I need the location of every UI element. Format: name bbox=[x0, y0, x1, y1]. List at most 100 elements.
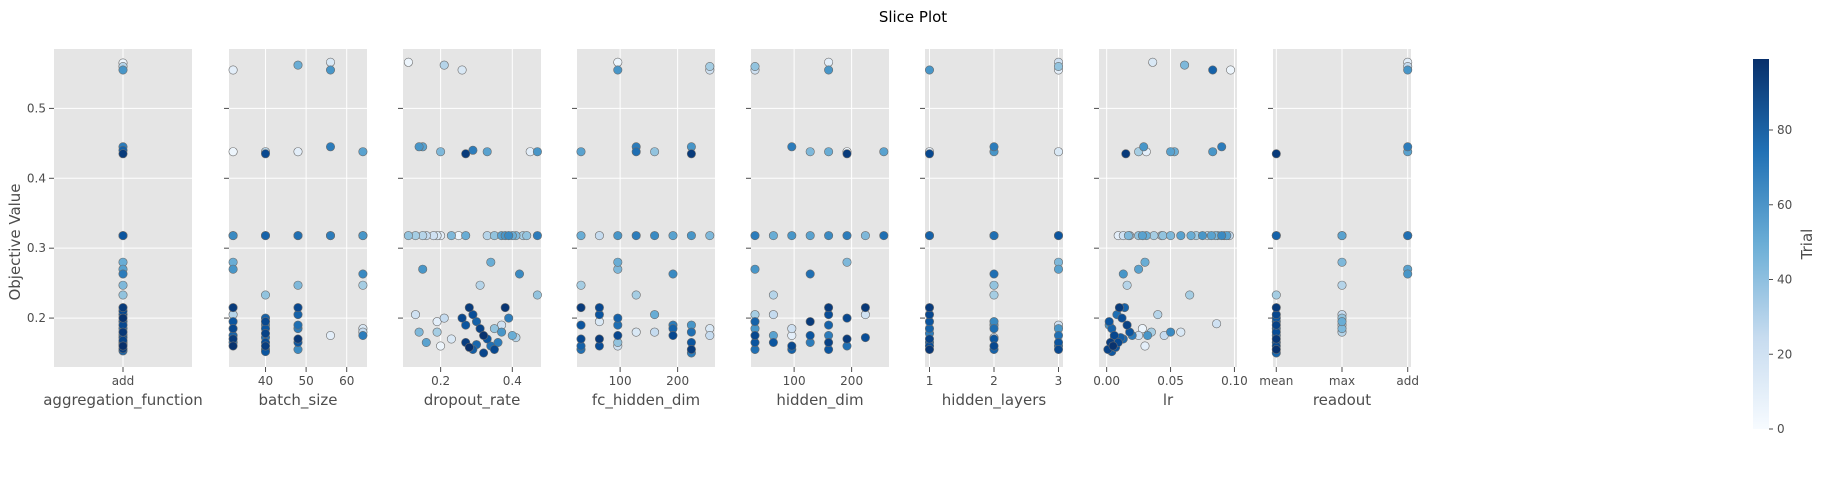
x-tick-label: 1 bbox=[926, 374, 934, 388]
data-point bbox=[228, 324, 238, 334]
data-point bbox=[118, 65, 128, 75]
data-point bbox=[260, 341, 270, 351]
data-point bbox=[705, 61, 715, 71]
data-point bbox=[1180, 60, 1190, 70]
data-point bbox=[1122, 320, 1132, 330]
x-tick-label: 0.10 bbox=[1221, 374, 1248, 388]
data-point bbox=[118, 341, 128, 351]
data-point bbox=[1206, 231, 1216, 241]
data-point bbox=[325, 142, 335, 152]
data-point bbox=[1054, 147, 1064, 157]
data-point bbox=[1137, 231, 1147, 241]
data-point bbox=[482, 147, 492, 157]
data-point bbox=[805, 269, 815, 279]
x-axis-label: fc_hidden_dim bbox=[592, 391, 700, 410]
colorbar-tick-label: 0 bbox=[1777, 422, 1785, 436]
data-point bbox=[1166, 147, 1176, 157]
data-point bbox=[842, 149, 852, 159]
x-tick-label: 200 bbox=[666, 374, 689, 388]
data-point bbox=[1217, 231, 1227, 241]
data-point bbox=[1054, 61, 1064, 71]
subplot-hidden-layers: 1 2 3 hidden_layers bbox=[920, 49, 1064, 410]
data-point bbox=[479, 330, 489, 340]
data-point bbox=[446, 231, 456, 241]
data-point bbox=[576, 320, 586, 330]
x-tick-label: 200 bbox=[840, 374, 863, 388]
data-point bbox=[118, 327, 128, 337]
colorbar-tick-label: 60 bbox=[1777, 198, 1792, 212]
x-tick-label: 50 bbox=[298, 374, 313, 388]
data-point bbox=[1149, 231, 1159, 241]
data-point bbox=[325, 65, 335, 75]
data-point bbox=[1271, 344, 1281, 354]
data-point bbox=[989, 324, 999, 334]
data-point bbox=[924, 65, 934, 75]
data-point bbox=[924, 334, 934, 344]
data-point bbox=[118, 149, 128, 159]
subplot-lr: 0.00 0.05 0.10 lr bbox=[1093, 49, 1248, 409]
data-point bbox=[1271, 290, 1281, 300]
data-point bbox=[1166, 231, 1176, 241]
data-point bbox=[768, 231, 778, 241]
data-point bbox=[805, 147, 815, 157]
data-point bbox=[325, 231, 335, 241]
data-point bbox=[860, 303, 870, 313]
data-point bbox=[475, 280, 485, 290]
data-point bbox=[1176, 231, 1186, 241]
data-point bbox=[1403, 231, 1413, 241]
data-point bbox=[613, 57, 623, 67]
subplot-readout: mean max add readout bbox=[1259, 49, 1419, 409]
data-point bbox=[805, 231, 815, 241]
subplot-fc-hidden-dim: 100 200 fc_hidden_dim bbox=[572, 49, 715, 410]
data-point bbox=[860, 231, 870, 241]
data-point bbox=[750, 231, 760, 241]
y-tick-labels: 0.2 0.3 0.4 0.5 bbox=[27, 101, 54, 325]
x-axis-label: dropout_rate bbox=[424, 391, 521, 410]
data-point bbox=[1337, 257, 1347, 267]
data-point bbox=[768, 290, 778, 300]
data-point bbox=[504, 231, 514, 241]
data-point bbox=[668, 330, 678, 340]
data-point bbox=[924, 344, 934, 354]
data-point bbox=[1117, 313, 1127, 323]
x-tick-label: mean bbox=[1259, 374, 1293, 388]
data-point bbox=[1140, 257, 1150, 267]
x-tick-label: 3 bbox=[1055, 374, 1063, 388]
colorbar-gradient bbox=[1753, 59, 1769, 429]
data-point bbox=[1176, 327, 1186, 337]
data-point bbox=[358, 330, 368, 340]
data-point bbox=[686, 344, 696, 354]
x-tick-label: add bbox=[112, 374, 135, 388]
data-point bbox=[461, 320, 471, 330]
data-point bbox=[228, 303, 238, 313]
data-point bbox=[860, 333, 870, 343]
data-point bbox=[576, 147, 586, 157]
y-tick-label: 0.4 bbox=[27, 171, 46, 185]
data-point bbox=[118, 280, 128, 290]
subplot-background bbox=[403, 49, 541, 367]
data-point bbox=[436, 147, 446, 157]
data-point bbox=[228, 147, 238, 157]
data-point bbox=[403, 57, 413, 67]
data-point bbox=[1208, 147, 1218, 157]
data-point bbox=[989, 231, 999, 241]
data-point bbox=[293, 334, 303, 344]
data-point bbox=[824, 320, 834, 330]
data-point bbox=[325, 57, 335, 67]
data-point bbox=[228, 65, 238, 75]
data-point bbox=[118, 303, 128, 313]
data-point bbox=[613, 231, 623, 241]
data-point bbox=[457, 313, 467, 323]
subplot-aggregation-function: add aggregation_function bbox=[43, 49, 203, 410]
data-point bbox=[228, 264, 238, 274]
data-point bbox=[1114, 303, 1124, 313]
data-point bbox=[358, 280, 368, 290]
data-point bbox=[1143, 330, 1153, 340]
data-point bbox=[650, 310, 660, 320]
data-point bbox=[500, 303, 510, 313]
data-point bbox=[457, 65, 467, 75]
data-point bbox=[842, 231, 852, 241]
data-point bbox=[439, 313, 449, 323]
data-point bbox=[461, 231, 471, 241]
data-point bbox=[989, 269, 999, 279]
